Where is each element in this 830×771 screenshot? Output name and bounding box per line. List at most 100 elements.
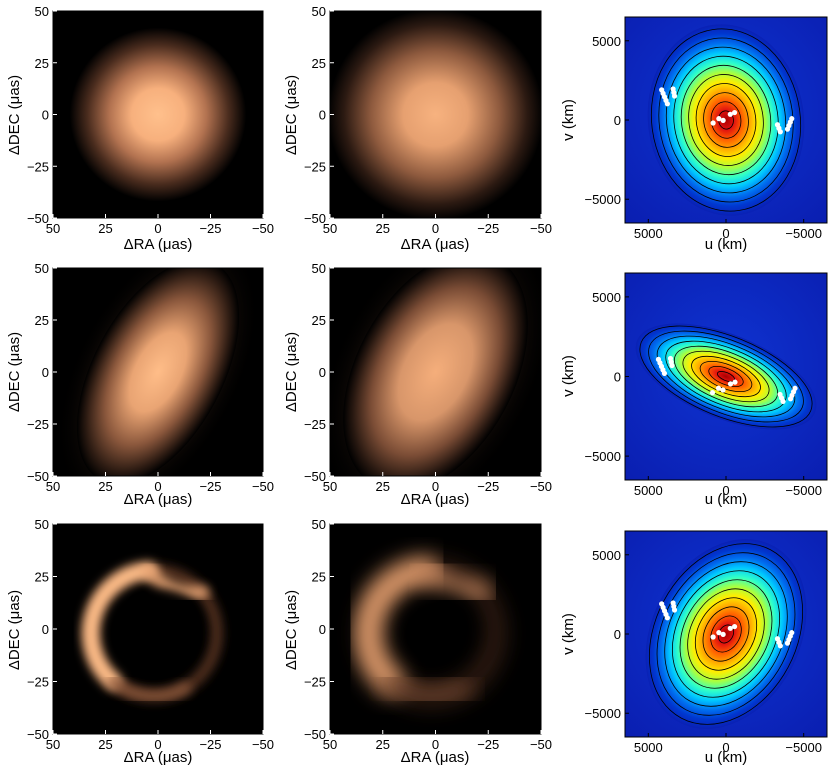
y-tick-label: −5000	[584, 192, 621, 207]
ylabel-r1c3: v (km)	[560, 99, 577, 141]
ylabel-r2c1: ΔDEC (μas)	[6, 332, 23, 412]
x-tick-label: 50	[323, 479, 337, 494]
contour-line	[710, 615, 742, 653]
x-tick-label: 0	[432, 221, 439, 236]
contour-line	[650, 28, 802, 212]
crescent-top	[413, 558, 492, 605]
contour-line	[673, 345, 779, 408]
y-tick-label: −50	[304, 727, 326, 742]
image-content	[56, 268, 260, 476]
x-tick-label: 50	[323, 221, 337, 236]
ylabel-r1c1: ΔDEC (μas)	[6, 75, 23, 155]
ylabel-r2c2: ΔDEC (μas)	[283, 332, 300, 412]
contour-line	[694, 597, 758, 671]
contour-line	[673, 55, 779, 185]
uv-content	[635, 323, 817, 430]
shadow	[131, 590, 202, 660]
y-tick-label: 0	[42, 108, 49, 123]
x-tick-label: −50	[530, 221, 552, 236]
image-content	[355, 557, 506, 708]
brightness-blob	[330, 11, 541, 218]
y-tick-label: 5000	[592, 290, 621, 305]
x-tick-label: 0	[432, 737, 439, 752]
y-tick-label: 50	[35, 4, 49, 19]
image-content	[330, 268, 541, 476]
uv-point	[789, 116, 795, 122]
y-tick-label: −5000	[584, 706, 621, 721]
uv-point	[774, 636, 781, 642]
y-tick-label: 0	[319, 365, 326, 380]
shadow	[409, 589, 479, 660]
ylabel-r1c2: ΔDEC (μas)	[283, 75, 300, 155]
uv-point	[727, 381, 734, 387]
xlabel-r1c1: ΔRA (μas)	[124, 236, 193, 253]
xlabel-r3c1: ΔRA (μas)	[124, 749, 193, 766]
y-tick-label: 25	[35, 570, 49, 585]
xlabel-r1c2: ΔRA (μas)	[401, 236, 470, 253]
x-tick-label: 25	[98, 737, 112, 752]
y-tick-label: −25	[27, 159, 49, 174]
y-tick-label: 5000	[592, 548, 621, 563]
contour-line	[702, 606, 750, 662]
x-tick-label: 50	[46, 737, 60, 752]
visibility-map	[645, 539, 807, 729]
y-tick-label: −25	[304, 417, 326, 432]
x-tick-label: −5000	[785, 483, 822, 498]
y-tick-label: 25	[312, 570, 326, 585]
uv-point	[669, 362, 675, 369]
uv-point	[727, 625, 733, 631]
uv-point	[709, 390, 716, 396]
x-tick-label: −25	[199, 221, 221, 236]
y-tick-label: −25	[27, 675, 49, 690]
uv-point	[664, 101, 670, 107]
contour-line	[695, 83, 757, 157]
y-tick-label: 0	[319, 622, 326, 637]
x-tick-label: 0	[432, 479, 439, 494]
y-tick-label: −50	[304, 211, 326, 226]
uv-point	[731, 109, 738, 116]
crescent-top	[141, 563, 210, 600]
y-tick-label: −50	[27, 211, 49, 226]
crescent-bottom	[379, 670, 474, 708]
uv-point	[774, 122, 781, 128]
x-tick-label: −5000	[785, 226, 822, 241]
y-tick-label: −25	[27, 417, 49, 432]
image-content	[330, 11, 541, 218]
uv-point	[715, 385, 722, 391]
uv-point	[671, 607, 678, 613]
y-tick-label: 50	[35, 261, 49, 276]
crescent-bright	[82, 561, 157, 690]
brightness-blob	[69, 27, 247, 202]
x-tick-label: 25	[376, 479, 390, 494]
y-tick-label: −50	[27, 727, 49, 742]
contour-line	[648, 543, 804, 725]
uv-point	[716, 630, 722, 636]
xlabel-r2c2: ΔRA (μas)	[401, 491, 470, 508]
ylabel-r3c3: v (km)	[560, 613, 577, 655]
uv-point	[731, 623, 738, 630]
y-tick-label: 0	[42, 365, 49, 380]
y-tick-label: 5000	[592, 34, 621, 49]
contour-line	[682, 350, 770, 403]
x-tick-label: −25	[477, 479, 499, 494]
y-tick-label: −50	[304, 469, 326, 484]
uv-point	[720, 117, 726, 123]
contour-line	[708, 366, 744, 387]
brightness-blob	[343, 268, 528, 476]
y-tick-label: −5000	[584, 449, 621, 464]
xlabel-r2c3: u (km)	[705, 491, 748, 508]
contour-line	[665, 46, 787, 194]
y-tick-label: 50	[312, 4, 326, 19]
x-tick-label: 25	[98, 479, 112, 494]
xlabel-r2c1: ΔRA (μas)	[124, 491, 193, 508]
x-tick-label: 0	[154, 479, 161, 494]
uv-point	[716, 116, 722, 122]
y-tick-label: −25	[304, 675, 326, 690]
contour-line	[639, 325, 813, 428]
contour-line	[703, 92, 749, 148]
uv-point	[777, 391, 783, 398]
